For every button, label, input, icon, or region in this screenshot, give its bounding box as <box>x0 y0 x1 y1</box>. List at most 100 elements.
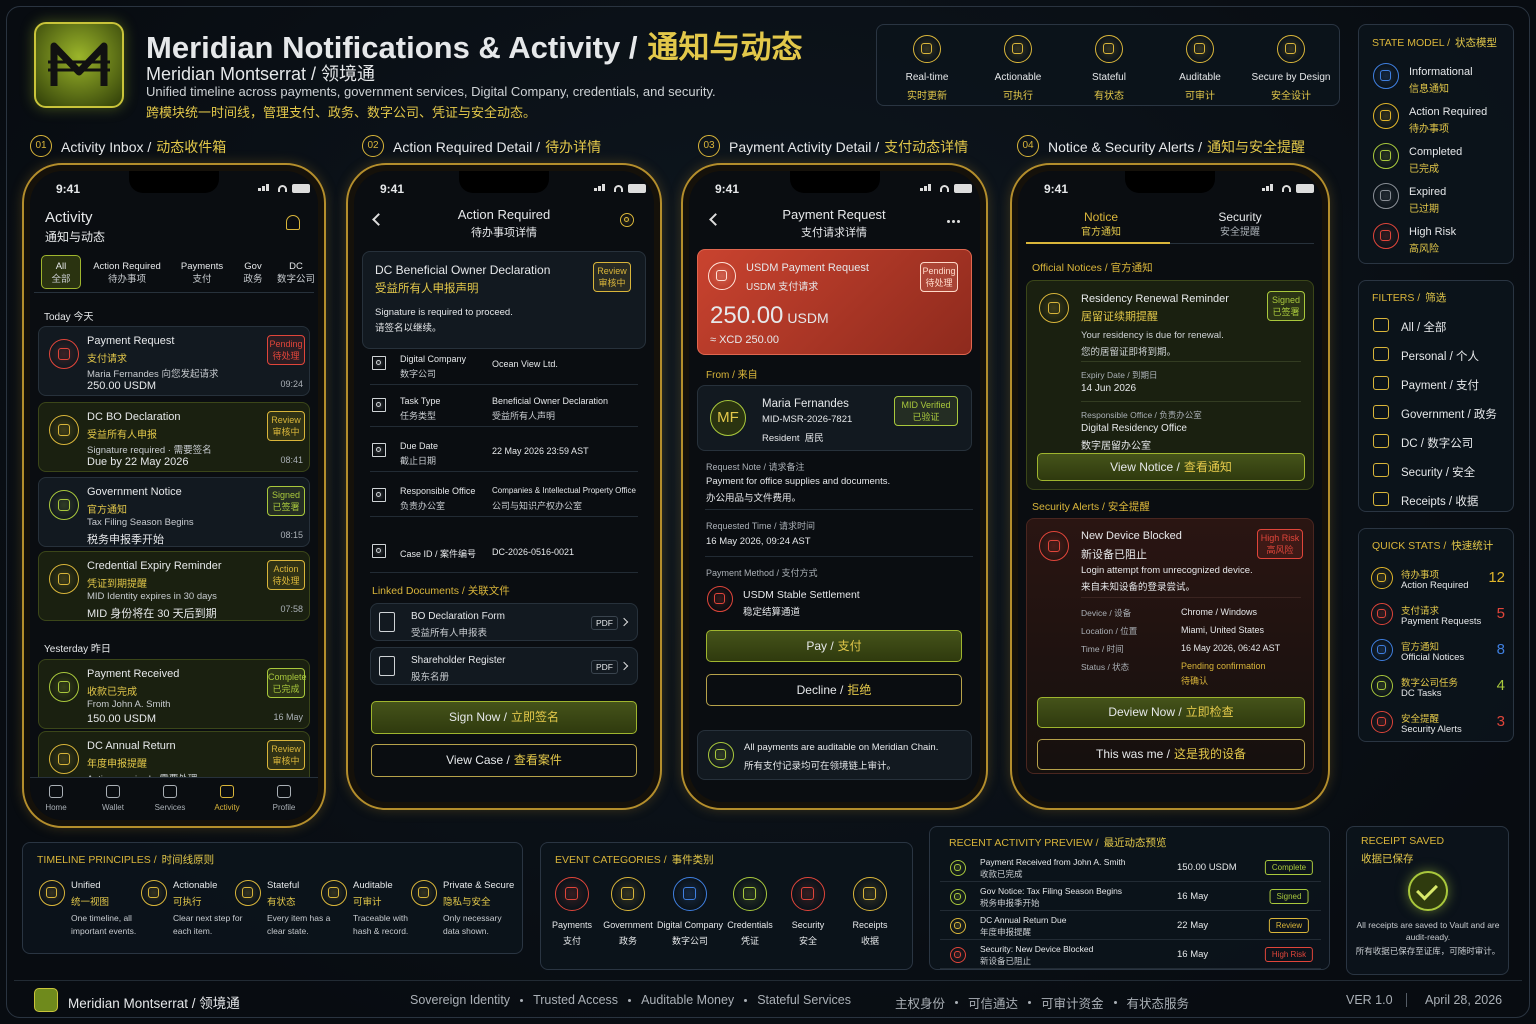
button[interactable]: Sign Now / 立即签名 <box>371 701 637 734</box>
activity-item[interactable]: Payment Request 支付请求 Maria Fernandes 向您发起请… <box>38 326 310 396</box>
alert-tab[interactable]: Notice 官方通知 <box>1081 210 1121 240</box>
filter-tab[interactable]: Gov 政务 <box>243 260 262 286</box>
recent-row[interactable]: DC Annual Return Due 年度申报提醒 22 May Review <box>940 913 1321 940</box>
divider <box>370 516 638 517</box>
filter-option[interactable]: Security / 安全 <box>1401 467 1476 479</box>
document-row[interactable]: Shareholder Register 股东名册 PDF <box>370 647 638 685</box>
panel-title: QUICK STATS / 快速统计 <box>1372 538 1493 553</box>
status-time: 9:41 <box>56 182 81 196</box>
doc-title: Shareholder Register <box>411 655 506 666</box>
activity-item[interactable]: DC BO Declaration 受益所有人申报 Signature requir… <box>38 402 310 472</box>
badge-en: High Risk <box>1260 533 1300 543</box>
nav-item[interactable]: Home <box>45 803 67 812</box>
badge-en: Pending <box>269 339 303 349</box>
badge-cn: 审核中 <box>272 756 300 766</box>
icon-glyph <box>375 401 382 408</box>
button[interactable]: Deview Now / 立即检查 <box>1037 697 1305 728</box>
icon[interactable] <box>555 877 589 911</box>
button[interactable]: This was me / 这是我的设备 <box>1037 739 1305 770</box>
feature-name-cn: 实时更新 <box>907 91 947 102</box>
badge-cn: 待处理 <box>272 576 300 586</box>
button-cn: 拒绝 <box>847 683 872 697</box>
badge-cn: 已签署 <box>1272 307 1300 317</box>
icon[interactable] <box>733 877 767 911</box>
nav-item[interactable]: Services <box>154 803 186 812</box>
alert-tab[interactable]: Security 安全提醒 <box>1218 210 1261 240</box>
filter-option[interactable]: Payment / 支付 <box>1401 380 1479 392</box>
doc-title: BO Declaration Form <box>411 611 505 622</box>
label-en: FILTERS / <box>1372 292 1421 304</box>
button[interactable]: View Notice / 查看通知 <box>1037 453 1305 481</box>
icon <box>1373 183 1399 209</box>
panel-title: FILTERS / 筛选 <box>1372 290 1446 305</box>
field-label-cn: 数字公司 <box>400 369 437 379</box>
icon[interactable] <box>673 877 707 911</box>
icon-glyph <box>1377 645 1386 654</box>
field-value-cn: 待确认 <box>1181 676 1209 686</box>
filter-tab[interactable]: Payments 支付 <box>181 260 223 286</box>
filter-option[interactable]: Personal / 个人 <box>1401 351 1479 363</box>
amount-unit: USDM <box>787 310 829 326</box>
title-en: Meridian Notifications & Activity / <box>146 30 638 65</box>
nav-item[interactable]: Activity <box>214 803 240 812</box>
filter-option[interactable]: Receipts / 收据 <box>1401 496 1479 508</box>
stat-value: 5 <box>1496 605 1505 622</box>
tagline-item: 可审计资金 <box>1041 997 1104 1011</box>
field-value: Payment for office supplies and document… <box>706 476 891 487</box>
icon-glyph <box>742 886 757 901</box>
item-title: Credential Expiry Reminder <box>87 560 222 572</box>
category-name-cn: 安全 <box>798 936 818 946</box>
activity-item[interactable]: Credential Expiry Reminder 凭证到期提醒 MID Iden… <box>38 551 310 621</box>
button-cn: 支付 <box>837 639 862 653</box>
label-cn: 时间线原则 <box>161 854 215 866</box>
doc-icon <box>379 612 395 632</box>
badge-cn: 待处理 <box>925 278 953 288</box>
recent-row[interactable]: Gov Notice: Tax Filing Season Begins 税务申报… <box>940 884 1321 911</box>
icon-glyph <box>564 886 579 901</box>
icon[interactable] <box>853 877 887 911</box>
screen-title: Activity <box>45 209 93 226</box>
battery-icon <box>292 184 310 193</box>
filter-option[interactable]: All / 全部 <box>1401 322 1447 334</box>
category-name-cn: 凭证 <box>740 936 760 946</box>
filter-tab[interactable]: Action Required 待办事项 <box>93 260 161 286</box>
icon <box>372 488 386 502</box>
icon <box>1186 35 1214 63</box>
recent-row[interactable]: Payment Received from John A. Smith 收款已完成… <box>940 855 1321 882</box>
filter-option[interactable]: DC / 数字公司 <box>1401 438 1474 450</box>
icon[interactable] <box>791 877 825 911</box>
activity-item[interactable]: Government Notice 官方通知 Tax Filing Season B… <box>38 477 310 547</box>
recent-badge: Complete <box>1264 860 1314 875</box>
description: Unified timeline across payments, govern… <box>146 84 716 99</box>
divider <box>370 572 638 573</box>
status-badge: Review 审核中 <box>267 740 305 770</box>
tab-en: Notice <box>1083 210 1118 224</box>
filter-tab[interactable]: All 全部 <box>51 260 70 286</box>
filter-tab[interactable]: DC 数字公司 <box>277 260 315 286</box>
check-glyph <box>1416 878 1438 901</box>
stat-name-cn: 安全提醒 <box>1401 714 1440 725</box>
task-title: DC Beneficial Owner Declaration <box>375 263 551 277</box>
nav-item[interactable]: Profile <box>272 803 296 812</box>
filter-option[interactable]: Government / 政务 <box>1401 409 1497 421</box>
category-name-cn: 支付 <box>562 936 582 946</box>
activity-item[interactable]: Payment Received 收款已完成 From John A. Smith 1… <box>38 659 310 729</box>
icon[interactable] <box>611 877 645 911</box>
divider <box>370 426 638 427</box>
section-title-cn: 支付动态详情 <box>884 139 969 155</box>
nav-item[interactable]: Wallet <box>102 803 124 812</box>
tagline-item: Stateful Services <box>757 993 851 1007</box>
footer-logo <box>34 988 58 1012</box>
icon-glyph <box>242 887 253 898</box>
recent-row[interactable]: Security: New Device Blocked 新设备已阻止 16 May… <box>940 942 1321 969</box>
button[interactable]: View Case / 查看案件 <box>371 744 637 777</box>
button[interactable]: Decline / 拒绝 <box>706 674 962 706</box>
back-icon <box>372 213 385 226</box>
features-panel: Real-time 实时更新 Actionable 可执行 Stateful 有状态 Aud… <box>876 24 1340 106</box>
button[interactable]: Pay / 支付 <box>706 630 962 662</box>
icon <box>1039 293 1069 323</box>
notch <box>129 171 219 193</box>
document-row[interactable]: BO Declaration Form 受益所有人申报表 PDF <box>370 603 638 641</box>
item-title: DC BO Declaration <box>87 411 181 423</box>
icon <box>1371 567 1393 589</box>
